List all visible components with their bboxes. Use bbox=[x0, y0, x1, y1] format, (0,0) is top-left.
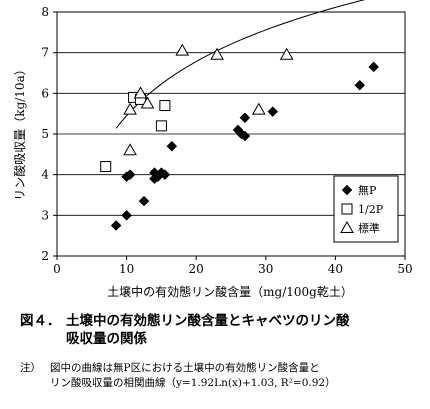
x-tick-label: 50 bbox=[397, 262, 412, 276]
figure-caption: 図４． 土壌中の有効態リン酸含量とキャベツのリン酸 吸収量の関係 bbox=[20, 312, 420, 348]
data-point bbox=[354, 79, 366, 91]
y-tick-label: 4 bbox=[41, 168, 49, 182]
legend-marker bbox=[341, 203, 353, 215]
figure-number: 図４． bbox=[20, 313, 61, 329]
x-tick-label: 20 bbox=[189, 262, 204, 276]
legend-label: 1/2P bbox=[358, 203, 384, 216]
data-point bbox=[267, 106, 279, 117]
y-tick-label: 6 bbox=[41, 86, 49, 100]
data-point bbox=[239, 112, 251, 124]
data-point bbox=[210, 47, 224, 60]
x-axis-label: 土壌中の有効態リン酸含量（mg/100g乾土） bbox=[107, 284, 353, 299]
legend-marker bbox=[341, 184, 353, 196]
data-point bbox=[140, 96, 155, 109]
data-point bbox=[239, 130, 251, 142]
y-tick-label: 5 bbox=[41, 127, 49, 141]
note-label: 注） bbox=[20, 362, 41, 374]
data-points bbox=[100, 43, 380, 231]
data-point bbox=[155, 120, 167, 132]
data-point bbox=[110, 220, 122, 231]
legend-marker bbox=[340, 220, 354, 233]
data-point bbox=[251, 102, 266, 115]
caption-title-line2: 吸収量の関係 bbox=[66, 331, 147, 347]
data-point bbox=[279, 47, 294, 60]
note-line2: リン酸吸収量の相関曲線（y=1.92Ln(x)+1.03, R²=0.92） bbox=[50, 377, 336, 389]
note-line1: 図中の曲線は無P区における土壌中の有効態リン酸含量と bbox=[50, 362, 320, 374]
legend: 無P 1/2P 標準 bbox=[333, 175, 399, 243]
data-point bbox=[159, 100, 171, 112]
x-tick-label: 0 bbox=[53, 262, 61, 276]
legend-label: 無P bbox=[358, 183, 377, 197]
y-tick-label: 3 bbox=[41, 208, 49, 222]
data-point bbox=[123, 102, 137, 115]
y-tick-label: 2 bbox=[41, 249, 49, 263]
data-point bbox=[124, 169, 136, 181]
figure-note: 注） 図中の曲線は無P区における土壌中の有効態リン酸含量と リン酸吸収量の相関曲線… bbox=[20, 361, 430, 391]
data-point bbox=[368, 61, 380, 73]
y-axis: 2 3 4 5 6 7 8 bbox=[41, 5, 57, 263]
y-axis-label: リン酸吸収量（kg/10a） bbox=[12, 63, 27, 200]
data-point bbox=[166, 140, 178, 152]
data-point bbox=[138, 195, 150, 207]
x-axis: 0 10 20 30 40 50 bbox=[53, 256, 413, 276]
data-point bbox=[159, 169, 171, 181]
data-point bbox=[123, 143, 137, 156]
x-tick-label: 30 bbox=[258, 262, 273, 276]
data-point bbox=[133, 86, 148, 99]
y-tick-label: 8 bbox=[41, 5, 49, 19]
data-point bbox=[100, 161, 112, 173]
data-point bbox=[175, 43, 190, 56]
legend-label: 標準 bbox=[358, 221, 380, 235]
caption-title-line1: 土壌中の有効態リン酸含量とキャベツのリン酸 bbox=[66, 313, 350, 329]
x-tick-label: 40 bbox=[328, 262, 343, 276]
data-point bbox=[121, 209, 132, 221]
fit-curve bbox=[115, 0, 366, 129]
x-tick-label: 10 bbox=[119, 262, 134, 276]
y-tick-label: 7 bbox=[41, 46, 49, 60]
scatter-chart: 0 10 20 30 40 50 2 3 4 5 6 7 8 土壌中の有効態リン酸含量（mg/100g… bbox=[12, 0, 413, 299]
